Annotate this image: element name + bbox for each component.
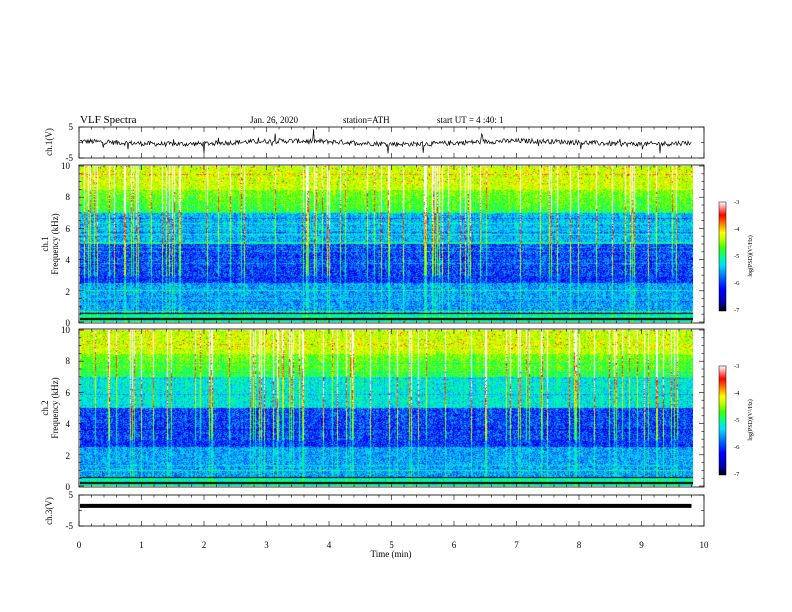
header-date: Jan. 26, 2020 xyxy=(250,115,298,125)
ch2-freq-tick-label: 8 xyxy=(66,356,71,366)
x-tick-label: 1 xyxy=(139,540,144,550)
ch1-freq-tick-label: 0 xyxy=(66,318,71,328)
ch2-freq-tick-label: 4 xyxy=(66,419,71,429)
ch2-colorbar-tick: -3 xyxy=(734,363,739,370)
ch3-ytick-label: -5 xyxy=(66,521,74,531)
ch2-spectrogram-image xyxy=(80,330,693,486)
ch1-ytick-label: -5 xyxy=(66,153,74,163)
ch1-freq-tick-label: 4 xyxy=(66,255,71,265)
ch2-colorbar: -3 -4 -5 -6 -7 log(PSD)(V²/Hz) xyxy=(718,363,754,478)
x-tick-label: 9 xyxy=(639,540,644,550)
ch1-ytick-label: 5 xyxy=(69,122,74,132)
ch2-freq-tick-label: 10 xyxy=(61,325,71,335)
ch1-colorbar-scale xyxy=(718,201,727,312)
ch2-freq-tick-label: 2 xyxy=(66,451,71,461)
x-tick-label: 6 xyxy=(452,540,457,550)
ch1-spectrogram-ylabel: Frequency (kHz) xyxy=(50,213,60,274)
ch3-ytick-label: 5 xyxy=(69,490,74,500)
ch1-colorbar-tick: -6 xyxy=(734,280,740,287)
ch3-waveform-panel: 5 -5 ch.3(V) xyxy=(44,490,705,531)
ch1-colorbar-tick: -7 xyxy=(734,307,740,314)
ch1-colorbar-tick: -5 xyxy=(734,253,739,260)
x-tick-label: 3 xyxy=(264,540,269,550)
ch1-spectrogram-ylabel-channel: ch.1 xyxy=(40,236,50,251)
ch2-colorbar-label: log(PSD)(V²/Hz) xyxy=(747,399,754,440)
x-tick-label: 5 xyxy=(389,540,394,550)
ch1-freq-tick-label: 8 xyxy=(66,192,71,202)
x-tick-label: 2 xyxy=(202,540,207,550)
x-tick-label: 8 xyxy=(577,540,582,550)
ch1-colorbar-tick: -3 xyxy=(734,199,739,206)
ch2-colorbar-tick: -6 xyxy=(734,444,740,451)
ch1-spectrogram-y-ticks xyxy=(79,165,704,323)
ch1-freq-tick-label: 10 xyxy=(61,161,71,171)
x-axis-label: Time (min) xyxy=(371,549,412,559)
ch1-spectrogram-panel: 0 2 4 6 8 10 ch.1 Frequency (kHz) xyxy=(40,161,705,328)
x-tick-label: 7 xyxy=(514,540,519,550)
ch1-waveform-ylabel: ch.1(V) xyxy=(44,128,54,156)
figure-title: VLF Spectra xyxy=(80,114,137,126)
header-start-time: start UT = 4 :40: 1 xyxy=(437,115,504,125)
ch2-colorbar-tick: -4 xyxy=(734,390,740,397)
ch1-freq-tick-label: 6 xyxy=(66,224,71,234)
x-axis-tick-labels: 0 1 2 3 4 5 6 7 8 9 10 xyxy=(77,540,709,550)
ch2-spectrogram-ylabel-channel: ch.2 xyxy=(40,400,50,415)
ch1-waveform-frame xyxy=(78,126,705,159)
ch2-spectrogram-ylabel: Frequency (kHz) xyxy=(50,377,60,438)
ch2-freq-tick-label: 0 xyxy=(66,482,71,492)
ch2-spectrogram-y-ticks xyxy=(79,329,704,487)
header-station: station=ATH xyxy=(343,115,390,125)
ch1-waveform-trace xyxy=(79,129,692,154)
ch1-spectrogram-image xyxy=(80,166,693,322)
x-tick-label: 10 xyxy=(700,540,710,550)
ch3-waveform-ylabel: ch.3(V) xyxy=(44,497,54,525)
x-axis-ticks xyxy=(78,127,705,526)
ch1-colorbar-label: log(PSD)(V²/Hz) xyxy=(747,235,754,276)
ch2-spectrogram-panel: 0 2 4 6 8 10 ch.2 Frequency (kHz) xyxy=(40,325,705,492)
x-tick-label: 4 xyxy=(327,540,332,550)
ch1-colorbar-tick: -4 xyxy=(734,226,740,233)
ch3-y-ticks xyxy=(79,494,704,527)
ch2-freq-tick-label: 6 xyxy=(66,388,71,398)
ch1-waveform-panel: 5 -5 ch.1(V) xyxy=(44,122,705,163)
ch2-colorbar-scale xyxy=(718,365,727,476)
ch2-colorbar-tick: -7 xyxy=(734,471,740,478)
ch1-freq-tick-label: 2 xyxy=(66,287,71,297)
ch1-colorbar: -3 -4 -5 -6 -7 log(PSD)(V²/Hz) xyxy=(718,199,754,314)
ch2-colorbar-tick: -5 xyxy=(734,417,739,424)
x-tick-label: 0 xyxy=(77,540,82,550)
ch1-y-ticks xyxy=(79,126,704,159)
